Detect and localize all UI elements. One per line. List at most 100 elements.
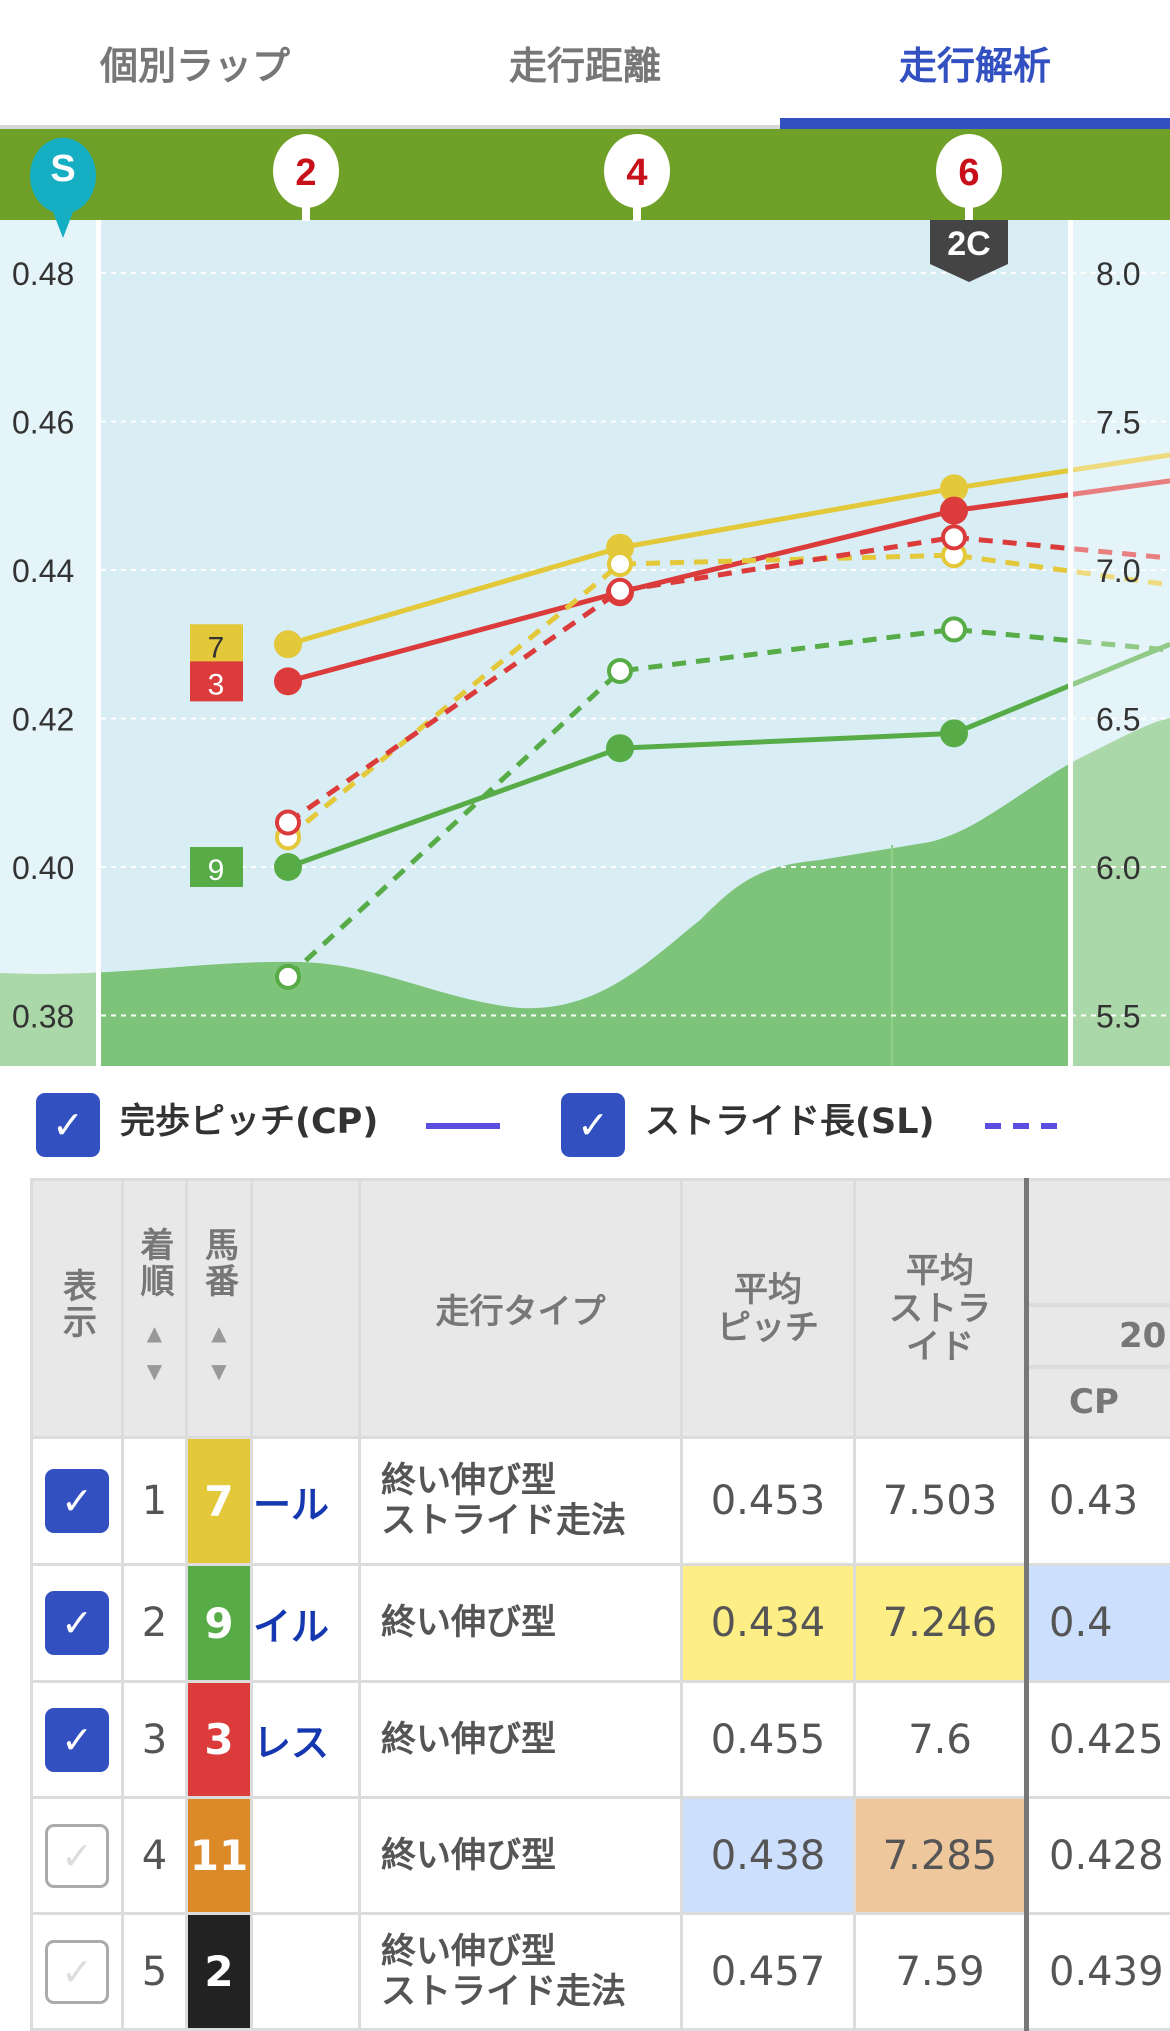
show-checkbox[interactable]: ✓ xyxy=(45,1469,109,1533)
horse-number-cell: 2 xyxy=(187,1914,252,2030)
header-avg-pitch: 平均 ピッチ xyxy=(682,1180,855,1438)
show-checkbox[interactable]: ✓ xyxy=(45,1940,109,2004)
avg-pitch-cell: 0.457 xyxy=(682,1914,855,2030)
right-axis-divider xyxy=(1068,220,1073,1066)
left-axis-tick: 0.40 xyxy=(12,850,74,886)
data-point xyxy=(609,580,631,602)
horse-name-link[interactable] xyxy=(252,1798,360,1914)
right-axis-tick: 7.0 xyxy=(1096,553,1140,589)
horse-name-link[interactable] xyxy=(252,1914,360,2030)
data-point xyxy=(940,719,968,747)
show-cell: ✓ xyxy=(32,1914,123,2030)
left-axis-panel xyxy=(0,220,98,1066)
stride-pitch-chart: 0.480.460.440.420.400.388.07.57.06.56.05… xyxy=(0,0,1170,1066)
horse-name-link[interactable]: イル xyxy=(252,1565,360,1682)
cp-solid-line-swatch xyxy=(426,1123,500,1129)
section-cp-cell: 0.439 xyxy=(1027,1914,1170,2030)
show-checkbox[interactable]: ✓ xyxy=(45,1591,109,1655)
header-show: 表示 xyxy=(32,1180,123,1438)
left-axis-divider xyxy=(96,220,101,1066)
running-type-cell: 終い伸び型 ストライド走法 xyxy=(360,1438,682,1565)
show-checkbox[interactable]: ✓ xyxy=(45,1824,109,1888)
show-cell: ✓ xyxy=(32,1438,123,1565)
horse-badge-label: 9 xyxy=(208,854,225,887)
right-axis-tick: 6.0 xyxy=(1096,850,1140,886)
section-cp-cell: 0.425 xyxy=(1027,1682,1170,1798)
section-cp-cell: 0.428 xyxy=(1027,1798,1170,1914)
show-checkbox[interactable]: ✓ xyxy=(45,1708,109,1772)
data-point xyxy=(277,811,299,833)
avg-pitch-cell: 0.434 xyxy=(682,1565,855,1682)
header-number[interactable]: 馬番▲ ▼ xyxy=(187,1180,252,1438)
data-point xyxy=(277,966,299,988)
right-axis-panel xyxy=(1071,220,1170,1066)
left-axis-tick: 0.46 xyxy=(12,405,74,441)
analysis-table: 表示 着順▲ ▼ 馬番▲ ▼ 走行タイプ 平均 ピッチ 平均 ストラ イド 20… xyxy=(30,1178,1170,2031)
rank-cell: 5 xyxy=(123,1914,187,2030)
show-cell: ✓ xyxy=(32,1798,123,1914)
right-axis-tick: 5.5 xyxy=(1096,999,1140,1035)
rank-cell: 1 xyxy=(123,1438,187,1565)
header-type: 走行タイプ xyxy=(360,1180,682,1438)
avg-stride-cell: 7.285 xyxy=(855,1798,1027,1914)
header-section: 20 CP xyxy=(1027,1180,1170,1438)
horse-number-cell: 3 xyxy=(187,1682,252,1798)
horse-badge-label: 3 xyxy=(208,668,225,701)
left-axis-tick: 0.42 xyxy=(12,702,74,738)
data-point xyxy=(609,553,631,575)
data-point xyxy=(943,526,965,548)
avg-pitch-cell: 0.455 xyxy=(682,1682,855,1798)
avg-stride-cell: 7.6 xyxy=(855,1682,1027,1798)
avg-pitch-cell: 0.438 xyxy=(682,1798,855,1914)
data-point xyxy=(274,630,302,658)
avg-stride-cell: 7.246 xyxy=(855,1565,1027,1682)
left-axis-tick: 0.48 xyxy=(12,256,74,292)
sort-icon[interactable]: ▲ ▼ xyxy=(124,1314,185,1390)
rank-cell: 3 xyxy=(123,1682,187,1798)
check-icon: ✓ xyxy=(61,1601,93,1645)
corner-marker-label: 2C xyxy=(947,225,990,263)
right-axis-tick: 8.0 xyxy=(1096,256,1140,292)
horse-number-cell: 9 xyxy=(187,1565,252,1682)
right-axis-tick: 6.5 xyxy=(1096,702,1140,738)
data-point xyxy=(609,660,631,682)
data-point xyxy=(943,618,965,640)
left-axis-tick: 0.38 xyxy=(12,999,74,1035)
furlong-marker-label: 2 xyxy=(295,152,316,194)
horse-name-link[interactable]: レス xyxy=(252,1682,360,1798)
data-point xyxy=(606,734,634,762)
running-type-cell: 終い伸び型 xyxy=(360,1798,682,1914)
horse-number-cell: 11 xyxy=(187,1798,252,1914)
header-rank[interactable]: 着順▲ ▼ xyxy=(123,1180,187,1438)
cp-checkbox[interactable]: ✓ xyxy=(36,1093,100,1157)
header-cp: CP xyxy=(1029,1369,1170,1436)
avg-stride-cell: 7.503 xyxy=(855,1438,1027,1565)
check-icon: ✓ xyxy=(61,1950,93,1994)
check-icon: ✓ xyxy=(61,1718,93,1762)
right-axis-tick: 7.5 xyxy=(1096,405,1140,441)
check-icon: ✓ xyxy=(577,1103,609,1147)
sl-checkbox[interactable]: ✓ xyxy=(561,1093,625,1157)
data-point xyxy=(274,667,302,695)
running-type-cell: 終い伸び型 ストライド走法 xyxy=(360,1914,682,2030)
show-cell: ✓ xyxy=(32,1682,123,1798)
horse-name-link[interactable]: ール xyxy=(252,1438,360,1565)
avg-pitch-cell: 0.453 xyxy=(682,1438,855,1565)
sl-legend-label: ストライド長(SL) xyxy=(645,1093,935,1144)
sort-icon[interactable]: ▲ ▼ xyxy=(188,1314,250,1390)
avg-stride-cell: 7.59 xyxy=(855,1914,1027,2030)
check-icon: ✓ xyxy=(61,1479,93,1523)
check-icon: ✓ xyxy=(52,1103,84,1147)
header-avg-stride: 平均 ストラ イド xyxy=(855,1180,1027,1438)
section-cp-cell: 0.43 xyxy=(1027,1438,1170,1565)
running-type-cell: 終い伸び型 xyxy=(360,1682,682,1798)
section-cp-cell: 0.4 xyxy=(1027,1565,1170,1682)
furlong-marker-label: 4 xyxy=(626,152,647,194)
rank-cell: 4 xyxy=(123,1798,187,1914)
check-icon: ✓ xyxy=(61,1834,93,1878)
start-marker-label: S xyxy=(50,148,75,190)
